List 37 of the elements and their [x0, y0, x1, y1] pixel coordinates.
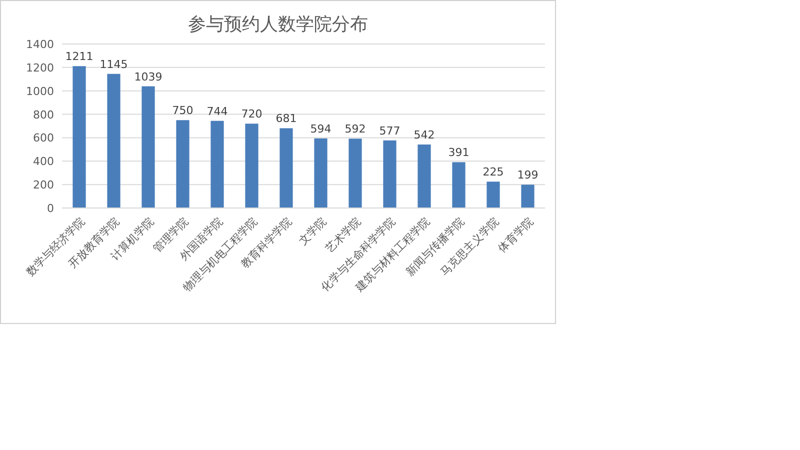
bar	[452, 162, 466, 208]
y-tick-label: 1200	[26, 61, 54, 74]
bar	[521, 184, 534, 208]
bar	[210, 120, 224, 208]
y-tick-label: 600	[33, 132, 54, 145]
y-tick-label: 800	[33, 108, 54, 122]
data-label: 592	[344, 122, 366, 136]
data-label: 720	[241, 108, 262, 121]
data-label: 750	[172, 104, 194, 118]
data-label: 577	[379, 124, 400, 138]
bar	[486, 182, 500, 208]
bar	[418, 144, 431, 208]
bar	[176, 120, 190, 208]
bar	[383, 140, 396, 208]
y-tick-label: 0	[47, 202, 54, 215]
data-label: 225	[482, 166, 504, 179]
y-tick-label: 1000	[26, 84, 54, 98]
data-label: 1211	[65, 50, 94, 64]
data-label: 199	[517, 168, 538, 182]
y-tick-label: 1400	[26, 38, 54, 51]
bar	[280, 128, 293, 208]
y-tick-label: 400	[33, 155, 54, 168]
data-label: 542	[414, 128, 435, 142]
y-tick-label: 200	[33, 178, 54, 192]
chart-title: 参与预约人数学院分布	[188, 14, 368, 35]
data-label: 744	[206, 104, 228, 118]
bar	[245, 124, 258, 208]
data-label: 594	[310, 122, 332, 136]
data-label: 1145	[100, 58, 128, 71]
bar	[107, 74, 120, 208]
bar	[314, 138, 328, 208]
bar	[348, 138, 362, 208]
data-label: 681	[276, 112, 297, 126]
bar	[72, 66, 86, 208]
data-label: 391	[448, 146, 470, 160]
bar	[142, 86, 155, 208]
data-label: 1039	[134, 70, 162, 84]
